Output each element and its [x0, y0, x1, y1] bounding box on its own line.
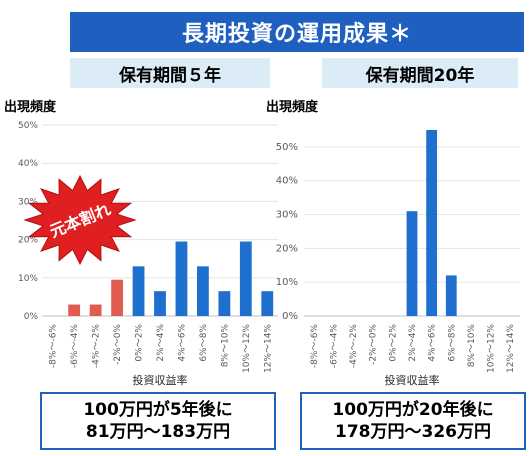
left-ytick-label: 50%: [18, 121, 38, 131]
right-ytick-label: 10%: [276, 277, 298, 288]
right-xtick-label: -2%～0%: [369, 324, 379, 365]
page-title: 長期投資の運用成果＊: [70, 12, 524, 52]
right-xtick-label: -4%～-2%: [349, 324, 359, 368]
left-ytick-label: 10%: [18, 274, 38, 284]
right-bar: [406, 211, 418, 316]
left-bar: [239, 241, 252, 316]
right-xtick-label: 4%～6%: [428, 324, 438, 362]
left-bar: [89, 304, 102, 316]
left-xtick-label: 4%～6%: [177, 324, 187, 362]
left-bar: [261, 291, 274, 316]
left-bar: [175, 241, 188, 316]
callout-left-line2: 81万円～183万円: [85, 422, 231, 442]
chart-left-ylabel: 出現頻度: [4, 100, 57, 115]
right-xtick-label: 10%～12%: [487, 324, 497, 373]
callout-right: 100万円が20年後に 178万円～326万円: [300, 392, 526, 450]
right-xtick-label: -6%～-4%: [329, 324, 339, 368]
right-xtick-label: -8%～-6%: [310, 324, 320, 368]
callout-left-line1: 100万円が5年後に: [83, 400, 233, 420]
right-bar: [426, 130, 438, 316]
left-bar: [68, 304, 81, 316]
left-xtick-label: 0%～2%: [135, 324, 145, 362]
left-xtick-label: -4%～-2%: [92, 324, 102, 368]
left-xtick-label: 8%～10%: [220, 324, 230, 368]
right-xtick-label: 12%～14%: [506, 324, 516, 373]
right-bar: [445, 275, 457, 316]
left-ytick-label: 20%: [18, 236, 38, 246]
right-ytick-label: 20%: [276, 243, 298, 254]
chart-right-ylabel: 出現頻度: [266, 100, 319, 115]
callout-left: 100万円が5年後に 81万円～183万円: [40, 392, 276, 450]
right-xtick-label: 6%～8%: [447, 324, 457, 362]
left-xaxis-label: 投資収益率: [133, 373, 188, 387]
right-xtick-label: 8%～10%: [467, 324, 477, 368]
left-bar: [132, 266, 145, 316]
callout-right-line1: 100万円が20年後に: [332, 400, 494, 420]
right-ytick-label: 40%: [276, 176, 298, 187]
left-ytick-label: 30%: [18, 197, 38, 207]
left-xtick-label: -6%～-4%: [70, 324, 80, 368]
left-xtick-label: 6%～8%: [199, 324, 209, 362]
left-bar: [111, 279, 123, 316]
left-xtick-label: 12%～14%: [263, 324, 273, 373]
left-bar: [197, 266, 209, 316]
left-ytick-label: 0%: [24, 312, 39, 322]
left-ytick-label: 40%: [18, 159, 38, 169]
right-xtick-label: 2%～4%: [408, 324, 418, 362]
left-xtick-label: 2%～4%: [156, 324, 166, 362]
right-xaxis-label: 投資収益率: [385, 373, 440, 387]
left-xtick-label: 10%～12%: [242, 324, 252, 373]
left-xtick-label: -8%～-6%: [49, 324, 59, 368]
right-ytick-label: 30%: [276, 210, 298, 221]
right-ytick-label: 0%: [282, 311, 298, 322]
stamp-starburst: [23, 174, 137, 266]
chart-right-heading: 保有期間20年: [322, 58, 518, 88]
left-bar: [218, 291, 231, 316]
left-xtick-label: -2%～0%: [113, 324, 123, 365]
right-ytick-label: 50%: [276, 142, 298, 153]
right-xtick-label: 0%～2%: [388, 324, 398, 362]
left-bar: [154, 291, 166, 316]
callout-right-line2: 178万円～326万円: [335, 422, 491, 442]
chart-left-heading: 保有期間５年: [70, 58, 270, 88]
